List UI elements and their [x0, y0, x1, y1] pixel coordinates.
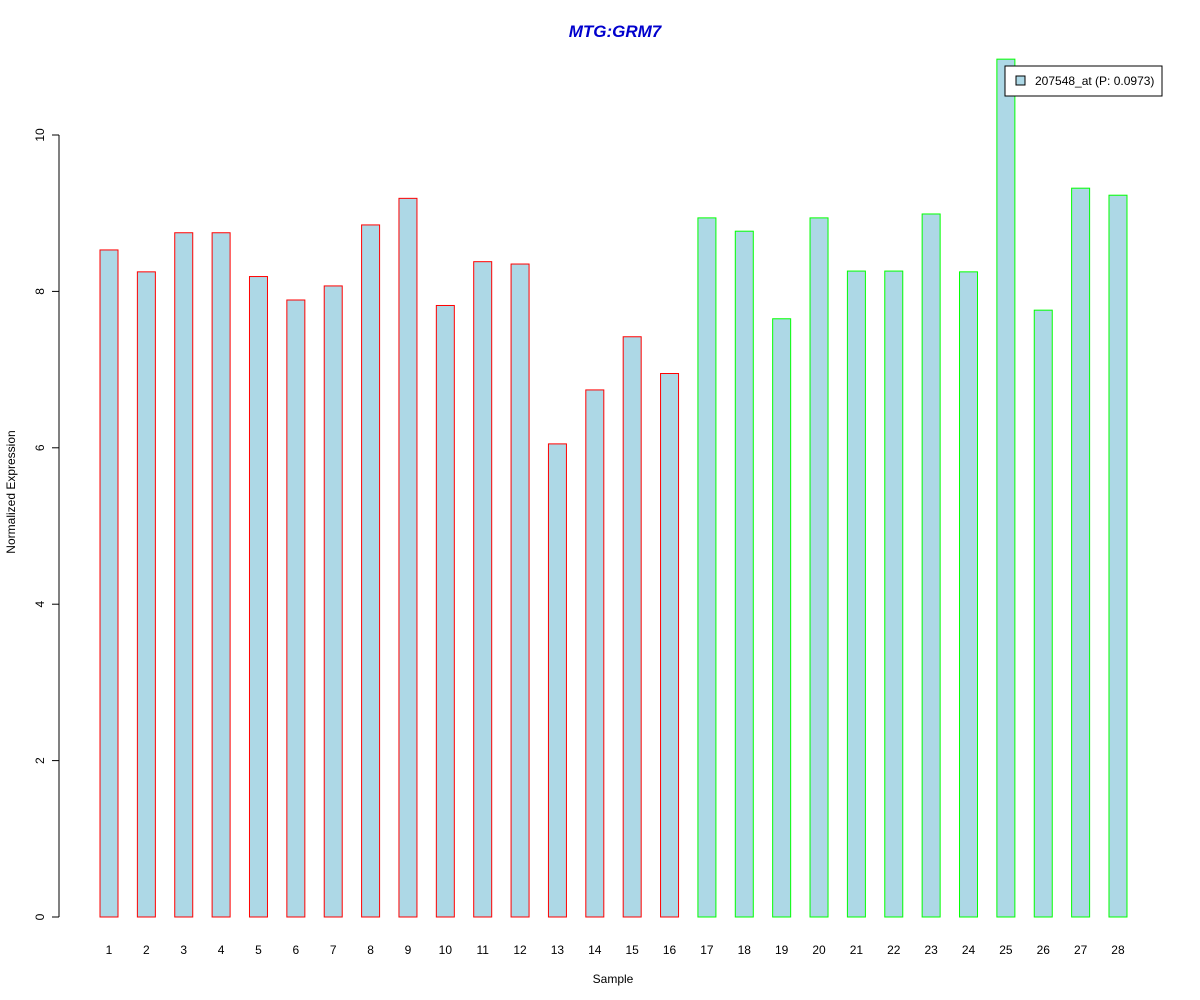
- x-axis-tick-label: 12: [513, 943, 527, 957]
- bar-sample-21: [846, 270, 866, 918]
- x-axis-tick-label: 22: [887, 943, 901, 957]
- x-axis-tick-label: 26: [1037, 943, 1051, 957]
- bar-sample-25: [996, 58, 1016, 918]
- x-axis-tick-label: 4: [218, 943, 225, 957]
- x-axis-tick-label: 28: [1111, 943, 1125, 957]
- x-axis-tick-label: 7: [330, 943, 337, 957]
- bar-sample-10: [435, 304, 455, 918]
- bar-sample-27: [1071, 187, 1091, 918]
- bars: [99, 58, 1128, 918]
- legend: 207548_at (P: 0.0973): [1004, 65, 1163, 97]
- x-axis-tick-labels: 1 2 3 4 5 6 7 8 9 10 11 12 13 14 15 16 17 18 19 20 21 22 23 24 2…: [106, 943, 1125, 957]
- x-axis-tick-label: 21: [850, 943, 864, 957]
- bar-sample-1: [99, 249, 119, 918]
- y-axis-tick-label: 8: [33, 288, 47, 295]
- bar-sample-17: [697, 217, 717, 918]
- bar-sample-6: [286, 299, 306, 918]
- x-axis-tick-label: 5: [255, 943, 262, 957]
- y-axis-tick-label: 6: [33, 444, 47, 451]
- x-axis-tick-label: 14: [588, 943, 602, 957]
- bar-sample-15: [622, 336, 642, 918]
- y-axis-tick-label: 0: [33, 913, 47, 920]
- bar-sample-16: [660, 373, 680, 918]
- bar-sample-23: [921, 213, 941, 918]
- bar-sample-12: [510, 263, 530, 918]
- x-axis-tick-label: 1: [106, 943, 113, 957]
- x-axis-tick-label: 27: [1074, 943, 1088, 957]
- bar-sample-9: [398, 197, 418, 918]
- y-axis: 0 2 4 6 8 10: [33, 128, 60, 920]
- x-axis-tick-label: 16: [663, 943, 677, 957]
- x-axis-tick-label: 15: [626, 943, 640, 957]
- y-axis-tick-label: 4: [33, 601, 47, 608]
- x-axis-tick-label: 19: [775, 943, 789, 957]
- x-axis-tick-label: 11: [476, 943, 489, 957]
- bar-sample-4: [211, 232, 231, 918]
- legend-box: [1004, 65, 1163, 97]
- bar-sample-24: [959, 271, 979, 918]
- legend-swatch: [1015, 75, 1026, 86]
- x-axis-tick-label: 20: [812, 943, 826, 957]
- x-axis-tick-label: 2: [143, 943, 150, 957]
- bar-sample-3: [174, 232, 194, 918]
- bar-sample-18: [734, 230, 754, 918]
- bar-sample-14: [585, 389, 605, 918]
- bar-sample-8: [361, 224, 381, 918]
- x-axis-tick-label: 18: [738, 943, 752, 957]
- bar-sample-26: [1033, 309, 1053, 918]
- bar-sample-22: [884, 270, 904, 918]
- y-axis-label: Normalized Expression: [4, 430, 18, 553]
- bar-sample-5: [248, 276, 268, 918]
- bar-sample-11: [473, 261, 493, 918]
- legend-entry-label: 207548_at (P: 0.0973): [1035, 74, 1154, 88]
- x-axis-tick-label: 25: [999, 943, 1013, 957]
- x-axis-tick-label: 6: [293, 943, 300, 957]
- bar-sample-28: [1108, 194, 1128, 918]
- x-axis-tick-label: 23: [924, 943, 938, 957]
- y-axis-tick-label: 2: [33, 757, 47, 764]
- bar-sample-2: [136, 271, 156, 918]
- bar-sample-20: [809, 217, 829, 918]
- x-axis-tick-label: 9: [405, 943, 412, 957]
- x-axis-tick-label: 24: [962, 943, 976, 957]
- bar-sample-7: [323, 285, 343, 918]
- x-axis-label: Sample: [593, 972, 634, 986]
- x-axis-tick-label: 10: [439, 943, 453, 957]
- bar-sample-19: [772, 318, 792, 918]
- chart-title: MTG:GRM7: [569, 22, 663, 41]
- bar-sample-13: [547, 443, 567, 918]
- x-axis-tick-label: 13: [551, 943, 565, 957]
- x-axis-tick-label: 3: [180, 943, 187, 957]
- y-axis-tick-label: 10: [33, 128, 47, 142]
- x-axis-tick-label: 8: [367, 943, 374, 957]
- x-axis-tick-label: 17: [700, 943, 714, 957]
